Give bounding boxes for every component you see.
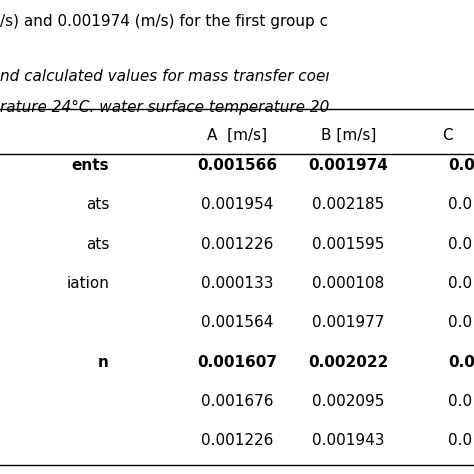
Text: n: n bbox=[98, 355, 109, 370]
Text: rature 24°C. water surface temperature 20: rature 24°C. water surface temperature 2… bbox=[0, 100, 329, 115]
Text: /s) and 0.001974 (m/s) for the first group c: /s) and 0.001974 (m/s) for the first gro… bbox=[0, 14, 328, 29]
Text: B [m/s]: B [m/s] bbox=[321, 128, 376, 143]
Text: 0.0: 0.0 bbox=[448, 158, 474, 173]
Text: 0.002022: 0.002022 bbox=[308, 355, 389, 370]
Text: 0.0: 0.0 bbox=[448, 315, 472, 330]
Text: 0.001226: 0.001226 bbox=[201, 433, 273, 448]
Text: ats: ats bbox=[86, 237, 109, 252]
Text: 0.000108: 0.000108 bbox=[312, 276, 384, 291]
Text: 0.001977: 0.001977 bbox=[312, 315, 384, 330]
Text: 0.0: 0.0 bbox=[448, 197, 472, 212]
Text: 0.0: 0.0 bbox=[448, 276, 472, 291]
Text: C: C bbox=[443, 128, 453, 143]
Text: 0.002095: 0.002095 bbox=[312, 394, 384, 409]
Text: 0.0: 0.0 bbox=[448, 237, 472, 252]
Text: 0.001954: 0.001954 bbox=[201, 197, 273, 212]
Text: nd calculated values for mass transfer coeı: nd calculated values for mass transfer c… bbox=[0, 69, 329, 84]
Text: 0.001607: 0.001607 bbox=[197, 355, 277, 370]
Text: 0.0: 0.0 bbox=[448, 394, 472, 409]
Text: 0.001974: 0.001974 bbox=[309, 158, 388, 173]
Text: 0.002185: 0.002185 bbox=[312, 197, 384, 212]
Text: 0.001676: 0.001676 bbox=[201, 394, 273, 409]
Text: 0.001595: 0.001595 bbox=[312, 237, 384, 252]
Text: ats: ats bbox=[86, 197, 109, 212]
Text: 0.001226: 0.001226 bbox=[201, 237, 273, 252]
Text: 0.0: 0.0 bbox=[448, 433, 472, 448]
Text: 0.0: 0.0 bbox=[448, 355, 474, 370]
Text: A  [m/s]: A [m/s] bbox=[207, 128, 267, 143]
Text: ents: ents bbox=[72, 158, 109, 173]
Text: 0.001564: 0.001564 bbox=[201, 315, 273, 330]
Text: 0.001566: 0.001566 bbox=[197, 158, 277, 173]
Text: 0.001943: 0.001943 bbox=[312, 433, 384, 448]
Text: 0.000133: 0.000133 bbox=[201, 276, 273, 291]
Text: iation: iation bbox=[66, 276, 109, 291]
